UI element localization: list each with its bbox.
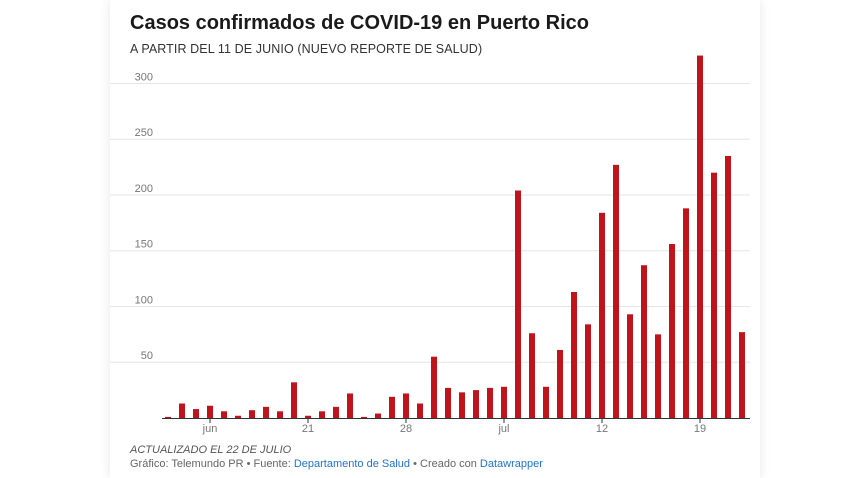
bar: [529, 333, 535, 418]
bars: [165, 55, 745, 419]
bar: [697, 55, 703, 419]
bar: [361, 416, 367, 418]
y-tick-label: 150: [135, 239, 153, 251]
bar: [249, 410, 255, 418]
datawrapper-link[interactable]: Datawrapper: [479, 458, 543, 470]
credit-middle: • Creado con: [410, 458, 480, 470]
bar: [473, 390, 479, 418]
bar: [165, 416, 171, 418]
credit-line: Gráfico: Telemundo PR • Fuente: Departam…: [130, 458, 543, 470]
bar: [375, 413, 381, 418]
bar: [585, 324, 591, 418]
bar: [669, 244, 675, 418]
bar: [347, 393, 353, 418]
y-tick-label: 300: [135, 71, 153, 83]
bar: [207, 405, 213, 418]
y-axis-ticks: 50 100 150 200 250 300: [135, 71, 153, 362]
bar: [739, 332, 745, 418]
bar: [683, 208, 689, 418]
bar: [319, 411, 325, 418]
credit-prefix: Gráfico: Telemundo PR • Fuente:: [130, 458, 294, 470]
x-tick-label: 28: [400, 423, 412, 435]
bar: [389, 396, 395, 418]
y-tick-label: 200: [135, 183, 153, 195]
bar: [179, 403, 185, 418]
y-tick-label: 250: [135, 127, 153, 139]
bar: [613, 164, 619, 418]
bar: [725, 155, 731, 418]
x-tick-label: 19: [694, 423, 706, 435]
bar: [655, 334, 661, 418]
bar: [543, 386, 549, 418]
bar-chart: 50 100 150 200 250 300 jun 21 28 jul 12 19: [110, 55, 750, 435]
bar: [627, 314, 633, 418]
bar: [459, 392, 465, 418]
chart-title: Casos confirmados de COVID-19 en Puerto …: [130, 12, 589, 34]
bar: [403, 393, 409, 418]
chart-subtitle: A PARTIR DEL 11 DE JUNIO (NUEVO REPORTE …: [130, 42, 483, 56]
bar: [487, 387, 493, 418]
update-note: ACTUALIZADO EL 22 DE JULIO: [130, 444, 292, 456]
bar: [557, 349, 563, 418]
bar: [711, 172, 717, 418]
grid-lines: [110, 82, 750, 363]
bar: [235, 415, 241, 418]
bar: [417, 403, 423, 418]
x-tick-label: jun: [202, 423, 218, 435]
bar: [221, 411, 227, 418]
source-link[interactable]: Departamento de Salud: [293, 458, 411, 470]
bar: [333, 406, 339, 418]
y-tick-label: 50: [141, 350, 153, 362]
x-tick-label: jul: [497, 423, 509, 435]
bar: [599, 212, 605, 418]
bar: [193, 409, 199, 418]
bar: [305, 415, 311, 418]
y-tick-label: 100: [135, 294, 153, 306]
bar: [501, 386, 507, 418]
bar: [277, 411, 283, 418]
bar: [431, 356, 437, 418]
x-axis-ticks: jun 21 28 jul 12 19: [202, 418, 706, 435]
chart-card: Casos confirmados de COVID-19 en Puerto …: [110, 0, 760, 478]
bar: [515, 190, 521, 418]
bar: [291, 382, 297, 418]
bar: [641, 265, 647, 418]
bar: [571, 291, 577, 418]
x-tick-label: 12: [596, 423, 608, 435]
x-tick-label: 21: [302, 423, 314, 435]
bar: [445, 387, 451, 418]
bar: [263, 406, 269, 418]
